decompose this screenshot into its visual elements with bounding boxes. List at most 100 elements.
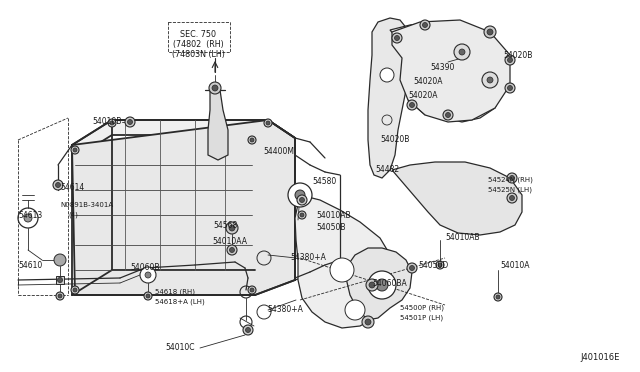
Circle shape: [368, 271, 396, 299]
Circle shape: [508, 58, 513, 62]
Polygon shape: [392, 20, 510, 122]
Circle shape: [127, 119, 132, 125]
Circle shape: [73, 148, 77, 152]
Text: 54010AB: 54010AB: [316, 211, 351, 219]
Text: 54525N (LH): 54525N (LH): [488, 187, 532, 193]
Circle shape: [226, 222, 238, 234]
Circle shape: [487, 77, 493, 83]
Text: 54050B: 54050B: [316, 224, 346, 232]
Circle shape: [362, 316, 374, 328]
Text: 54060BA: 54060BA: [372, 279, 407, 288]
Circle shape: [298, 211, 306, 219]
Circle shape: [407, 263, 417, 273]
Circle shape: [71, 146, 79, 154]
Polygon shape: [72, 120, 295, 295]
Text: 54618+A (LH): 54618+A (LH): [155, 299, 205, 305]
Circle shape: [507, 193, 517, 203]
Circle shape: [125, 117, 135, 127]
Circle shape: [330, 258, 354, 282]
Text: 54020B: 54020B: [380, 135, 410, 144]
Text: 54524N (RH): 54524N (RH): [488, 177, 533, 183]
Circle shape: [410, 103, 415, 108]
Text: 54613: 54613: [18, 211, 42, 219]
Text: 54010A: 54010A: [500, 260, 529, 269]
Circle shape: [436, 261, 444, 269]
Circle shape: [300, 198, 305, 202]
Circle shape: [482, 72, 498, 88]
Text: (74803N (LH): (74803N (LH): [172, 50, 225, 59]
Circle shape: [146, 294, 150, 298]
Circle shape: [250, 138, 254, 142]
Text: 54390: 54390: [430, 64, 454, 73]
Circle shape: [71, 286, 79, 294]
Circle shape: [369, 282, 375, 288]
Circle shape: [410, 266, 415, 270]
Circle shape: [24, 214, 32, 222]
Text: 54580: 54580: [312, 177, 336, 186]
Circle shape: [73, 288, 77, 292]
Circle shape: [243, 325, 253, 335]
Text: (4): (4): [68, 212, 78, 218]
Polygon shape: [368, 18, 410, 178]
Circle shape: [494, 293, 502, 301]
Circle shape: [376, 279, 388, 291]
Text: 54010B: 54010B: [93, 118, 122, 126]
Circle shape: [230, 247, 234, 253]
Circle shape: [420, 20, 430, 30]
Circle shape: [54, 254, 66, 266]
Circle shape: [56, 183, 61, 187]
Circle shape: [108, 119, 116, 127]
Polygon shape: [346, 248, 412, 320]
Circle shape: [380, 68, 394, 82]
Circle shape: [484, 26, 496, 38]
Text: 54050D: 54050D: [418, 260, 448, 269]
Circle shape: [227, 245, 237, 255]
Circle shape: [58, 294, 62, 298]
Circle shape: [300, 213, 304, 217]
Circle shape: [110, 121, 114, 125]
Text: 54060B: 54060B: [130, 263, 159, 273]
Circle shape: [366, 279, 378, 291]
Text: (74802  (RH): (74802 (RH): [173, 40, 223, 49]
Circle shape: [365, 319, 371, 325]
Circle shape: [145, 272, 151, 278]
Polygon shape: [72, 120, 295, 158]
Circle shape: [297, 195, 307, 205]
Text: J401016E: J401016E: [580, 353, 620, 362]
Text: 54400M: 54400M: [263, 148, 294, 157]
Text: 54010C: 54010C: [165, 343, 195, 353]
Text: 54380+A: 54380+A: [290, 253, 326, 263]
Text: 54500P (RH): 54500P (RH): [400, 305, 444, 311]
Circle shape: [445, 112, 451, 118]
Circle shape: [266, 121, 270, 125]
Circle shape: [264, 119, 272, 127]
Text: SEC. 750: SEC. 750: [180, 30, 216, 39]
Circle shape: [229, 225, 235, 231]
Polygon shape: [295, 195, 395, 328]
Circle shape: [496, 295, 500, 299]
Circle shape: [140, 267, 156, 283]
Polygon shape: [392, 162, 522, 235]
Text: 54020A: 54020A: [408, 90, 438, 99]
Circle shape: [248, 136, 256, 144]
Circle shape: [505, 83, 515, 93]
Circle shape: [407, 100, 417, 110]
Circle shape: [422, 22, 428, 28]
Bar: [168, 22, 230, 52]
Text: 54618 (RH): 54618 (RH): [155, 289, 195, 295]
Circle shape: [248, 286, 256, 294]
Circle shape: [507, 173, 517, 183]
Circle shape: [345, 300, 365, 320]
Circle shape: [295, 190, 305, 200]
Text: 54482: 54482: [375, 166, 399, 174]
Text: 54614: 54614: [60, 183, 84, 192]
Circle shape: [209, 82, 221, 94]
Text: 54610: 54610: [18, 260, 42, 269]
Circle shape: [246, 327, 250, 333]
Circle shape: [392, 33, 402, 43]
Circle shape: [443, 110, 453, 120]
Text: 54568: 54568: [213, 221, 237, 230]
Circle shape: [394, 35, 399, 41]
Circle shape: [56, 292, 64, 300]
Circle shape: [144, 292, 152, 300]
